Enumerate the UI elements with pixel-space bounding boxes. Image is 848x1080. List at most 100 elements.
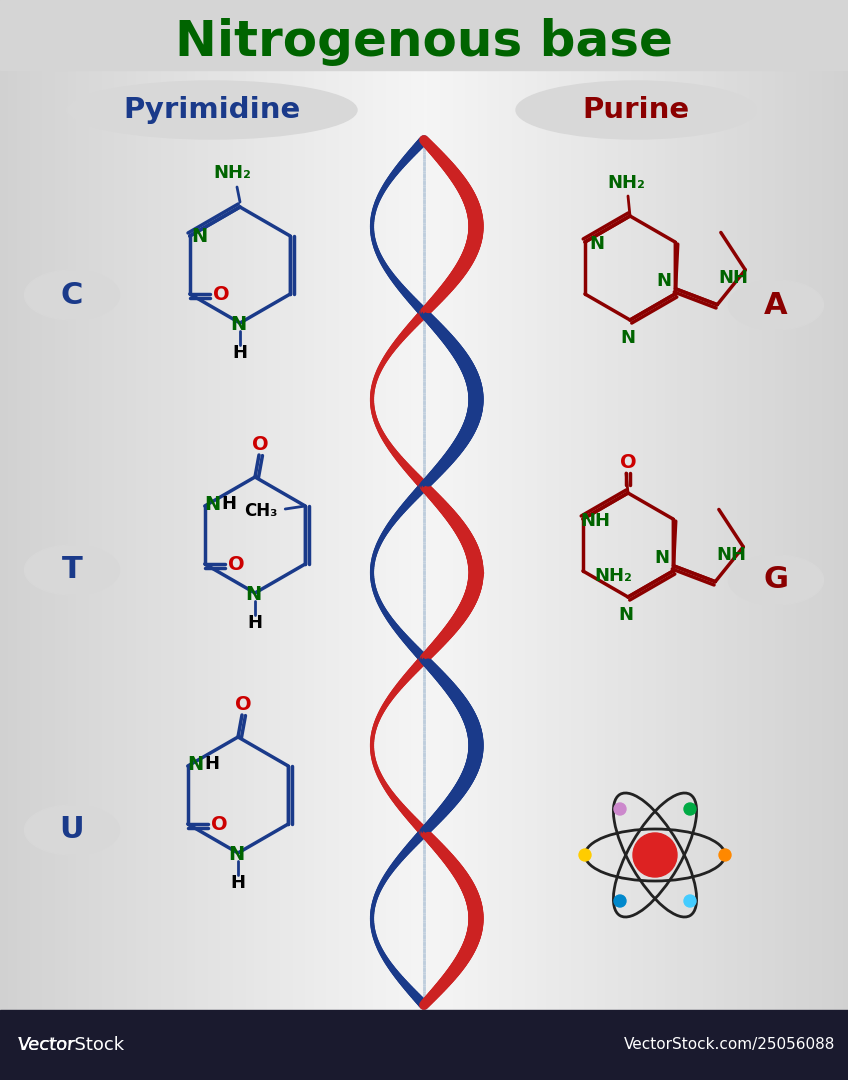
Bar — [784, 0, 789, 1010]
Bar — [360, 0, 365, 1010]
Bar — [755, 0, 759, 1010]
Bar — [0, 1010, 848, 1080]
Circle shape — [684, 895, 696, 907]
Bar — [623, 0, 628, 1010]
Text: N: N — [654, 549, 669, 567]
Bar — [98, 0, 102, 1010]
Bar — [68, 0, 72, 1010]
Text: O: O — [211, 814, 228, 834]
Bar — [4, 0, 8, 1010]
Bar — [365, 0, 369, 1010]
Bar — [225, 0, 229, 1010]
Text: N: N — [618, 606, 633, 624]
Text: Pyrimidine: Pyrimidine — [123, 96, 301, 124]
Bar — [810, 0, 814, 1010]
Bar — [335, 0, 339, 1010]
Bar — [454, 0, 458, 1010]
Bar — [594, 0, 598, 1010]
Bar — [136, 0, 140, 1010]
Bar — [42, 0, 47, 1010]
Bar — [513, 0, 517, 1010]
Bar — [462, 0, 466, 1010]
Bar — [759, 0, 763, 1010]
Bar — [564, 0, 568, 1010]
Bar — [280, 0, 284, 1010]
Circle shape — [579, 849, 591, 861]
Bar — [806, 0, 810, 1010]
Bar — [85, 0, 89, 1010]
Text: H: H — [231, 874, 246, 892]
Bar — [102, 0, 106, 1010]
Bar — [399, 0, 403, 1010]
Bar — [310, 0, 314, 1010]
Bar — [276, 0, 280, 1010]
Text: NH: NH — [718, 269, 748, 287]
Bar — [649, 0, 653, 1010]
Bar — [119, 0, 123, 1010]
Bar — [767, 0, 772, 1010]
Bar — [449, 0, 454, 1010]
Bar — [416, 0, 420, 1010]
Bar — [708, 0, 712, 1010]
Bar — [420, 0, 424, 1010]
Bar — [742, 0, 746, 1010]
Bar — [369, 0, 373, 1010]
Bar — [589, 0, 594, 1010]
Bar — [199, 0, 204, 1010]
Bar — [25, 0, 30, 1010]
Text: NH: NH — [580, 512, 610, 530]
Bar — [704, 0, 708, 1010]
Bar — [814, 0, 818, 1010]
Ellipse shape — [25, 545, 120, 595]
Bar — [602, 0, 606, 1010]
Ellipse shape — [516, 81, 756, 139]
Bar — [106, 0, 110, 1010]
Ellipse shape — [728, 555, 823, 605]
Text: NH₂: NH₂ — [607, 174, 645, 192]
Text: T: T — [62, 555, 82, 584]
Bar — [615, 0, 619, 1010]
Bar — [356, 0, 360, 1010]
Circle shape — [633, 833, 677, 877]
Bar — [318, 0, 322, 1010]
Bar — [437, 0, 441, 1010]
Bar — [322, 0, 326, 1010]
Bar — [560, 0, 564, 1010]
Bar — [772, 0, 776, 1010]
Bar — [305, 0, 310, 1010]
Bar — [148, 0, 153, 1010]
Bar — [254, 0, 259, 1010]
Text: Vector: Vector — [18, 1036, 75, 1054]
Bar — [174, 0, 178, 1010]
Bar — [683, 0, 687, 1010]
Bar — [738, 0, 742, 1010]
Text: H: H — [204, 755, 220, 773]
Circle shape — [719, 849, 731, 861]
Text: N: N — [204, 495, 220, 513]
Bar — [700, 0, 704, 1010]
Bar — [178, 0, 182, 1010]
Text: O: O — [228, 554, 245, 573]
Text: Purine: Purine — [583, 96, 689, 124]
Text: N: N — [656, 272, 671, 289]
Bar — [81, 0, 85, 1010]
Bar — [678, 0, 683, 1010]
Bar — [568, 0, 572, 1010]
Bar — [284, 0, 288, 1010]
Bar — [0, 0, 4, 1010]
Bar — [246, 0, 250, 1010]
Bar — [114, 0, 119, 1010]
Text: H: H — [232, 345, 248, 362]
Bar — [13, 0, 17, 1010]
Circle shape — [614, 895, 626, 907]
Bar — [123, 0, 127, 1010]
Bar — [204, 0, 208, 1010]
Bar — [229, 0, 233, 1010]
Bar — [208, 0, 212, 1010]
Bar — [441, 0, 445, 1010]
Bar — [572, 0, 577, 1010]
Bar — [76, 0, 81, 1010]
Bar — [326, 0, 331, 1010]
Text: H: H — [248, 615, 263, 632]
Bar — [776, 0, 780, 1010]
